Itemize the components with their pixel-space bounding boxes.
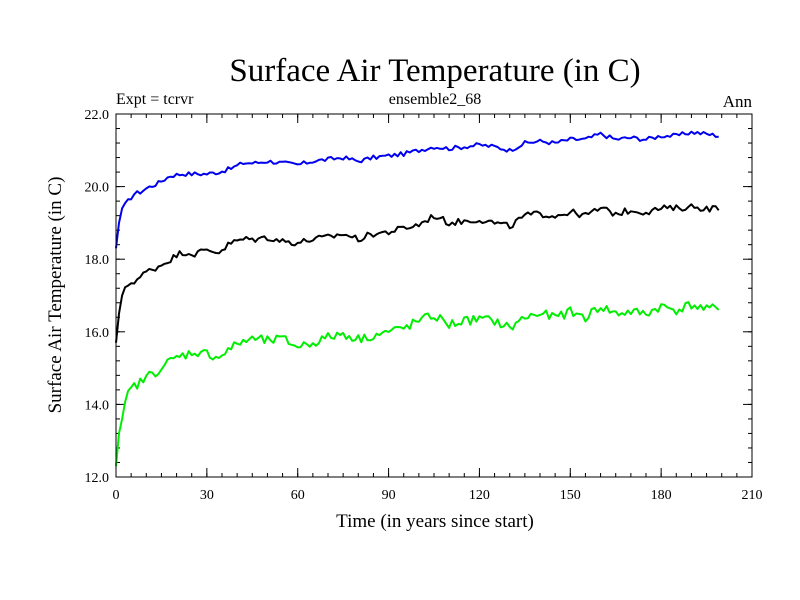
x-tick-label: 120 [469, 488, 490, 503]
experiment-label: Expt = tcrvr [116, 91, 194, 108]
major-ticks [115, 113, 753, 478]
x-tick-label: 210 [742, 488, 763, 503]
y-tick-label: 16.0 [85, 326, 110, 341]
chart-title: Surface Air Temperature (in C) [229, 53, 640, 89]
minor-ticks [115, 113, 753, 478]
x-tick-label: 90 [382, 488, 396, 503]
x-tick-label: 60 [291, 488, 305, 503]
x-axis-label: Time (in years since start) [336, 511, 534, 532]
y-tick-label: 14.0 [85, 398, 110, 413]
y-tick-label: 12.0 [85, 471, 110, 486]
series-lines [115, 130, 720, 467]
x-tick-label: 0 [113, 488, 120, 503]
x-tick-label: 180 [651, 488, 672, 503]
plot-frame [115, 113, 753, 478]
series-line-lower [115, 301, 720, 467]
y-tick-label: 18.0 [85, 253, 110, 268]
y-axis-label: Surface Air Temperature (in C) [45, 177, 66, 414]
x-tick-label: 30 [200, 488, 214, 503]
y-tick-label: 20.0 [85, 181, 110, 196]
x-tick-label: 150 [560, 488, 581, 503]
ensemble-label: ensemble2_68 [389, 91, 481, 108]
series-line-upper [115, 130, 719, 249]
y-tick-label: 22.0 [85, 108, 110, 123]
tick-labels: 0 30 60 90 120 150 180 210 12.0 14.0 16.0 18.0 20.0 2… [85, 108, 763, 503]
season-label: Ann [723, 92, 753, 111]
series-line-middle [115, 203, 720, 343]
